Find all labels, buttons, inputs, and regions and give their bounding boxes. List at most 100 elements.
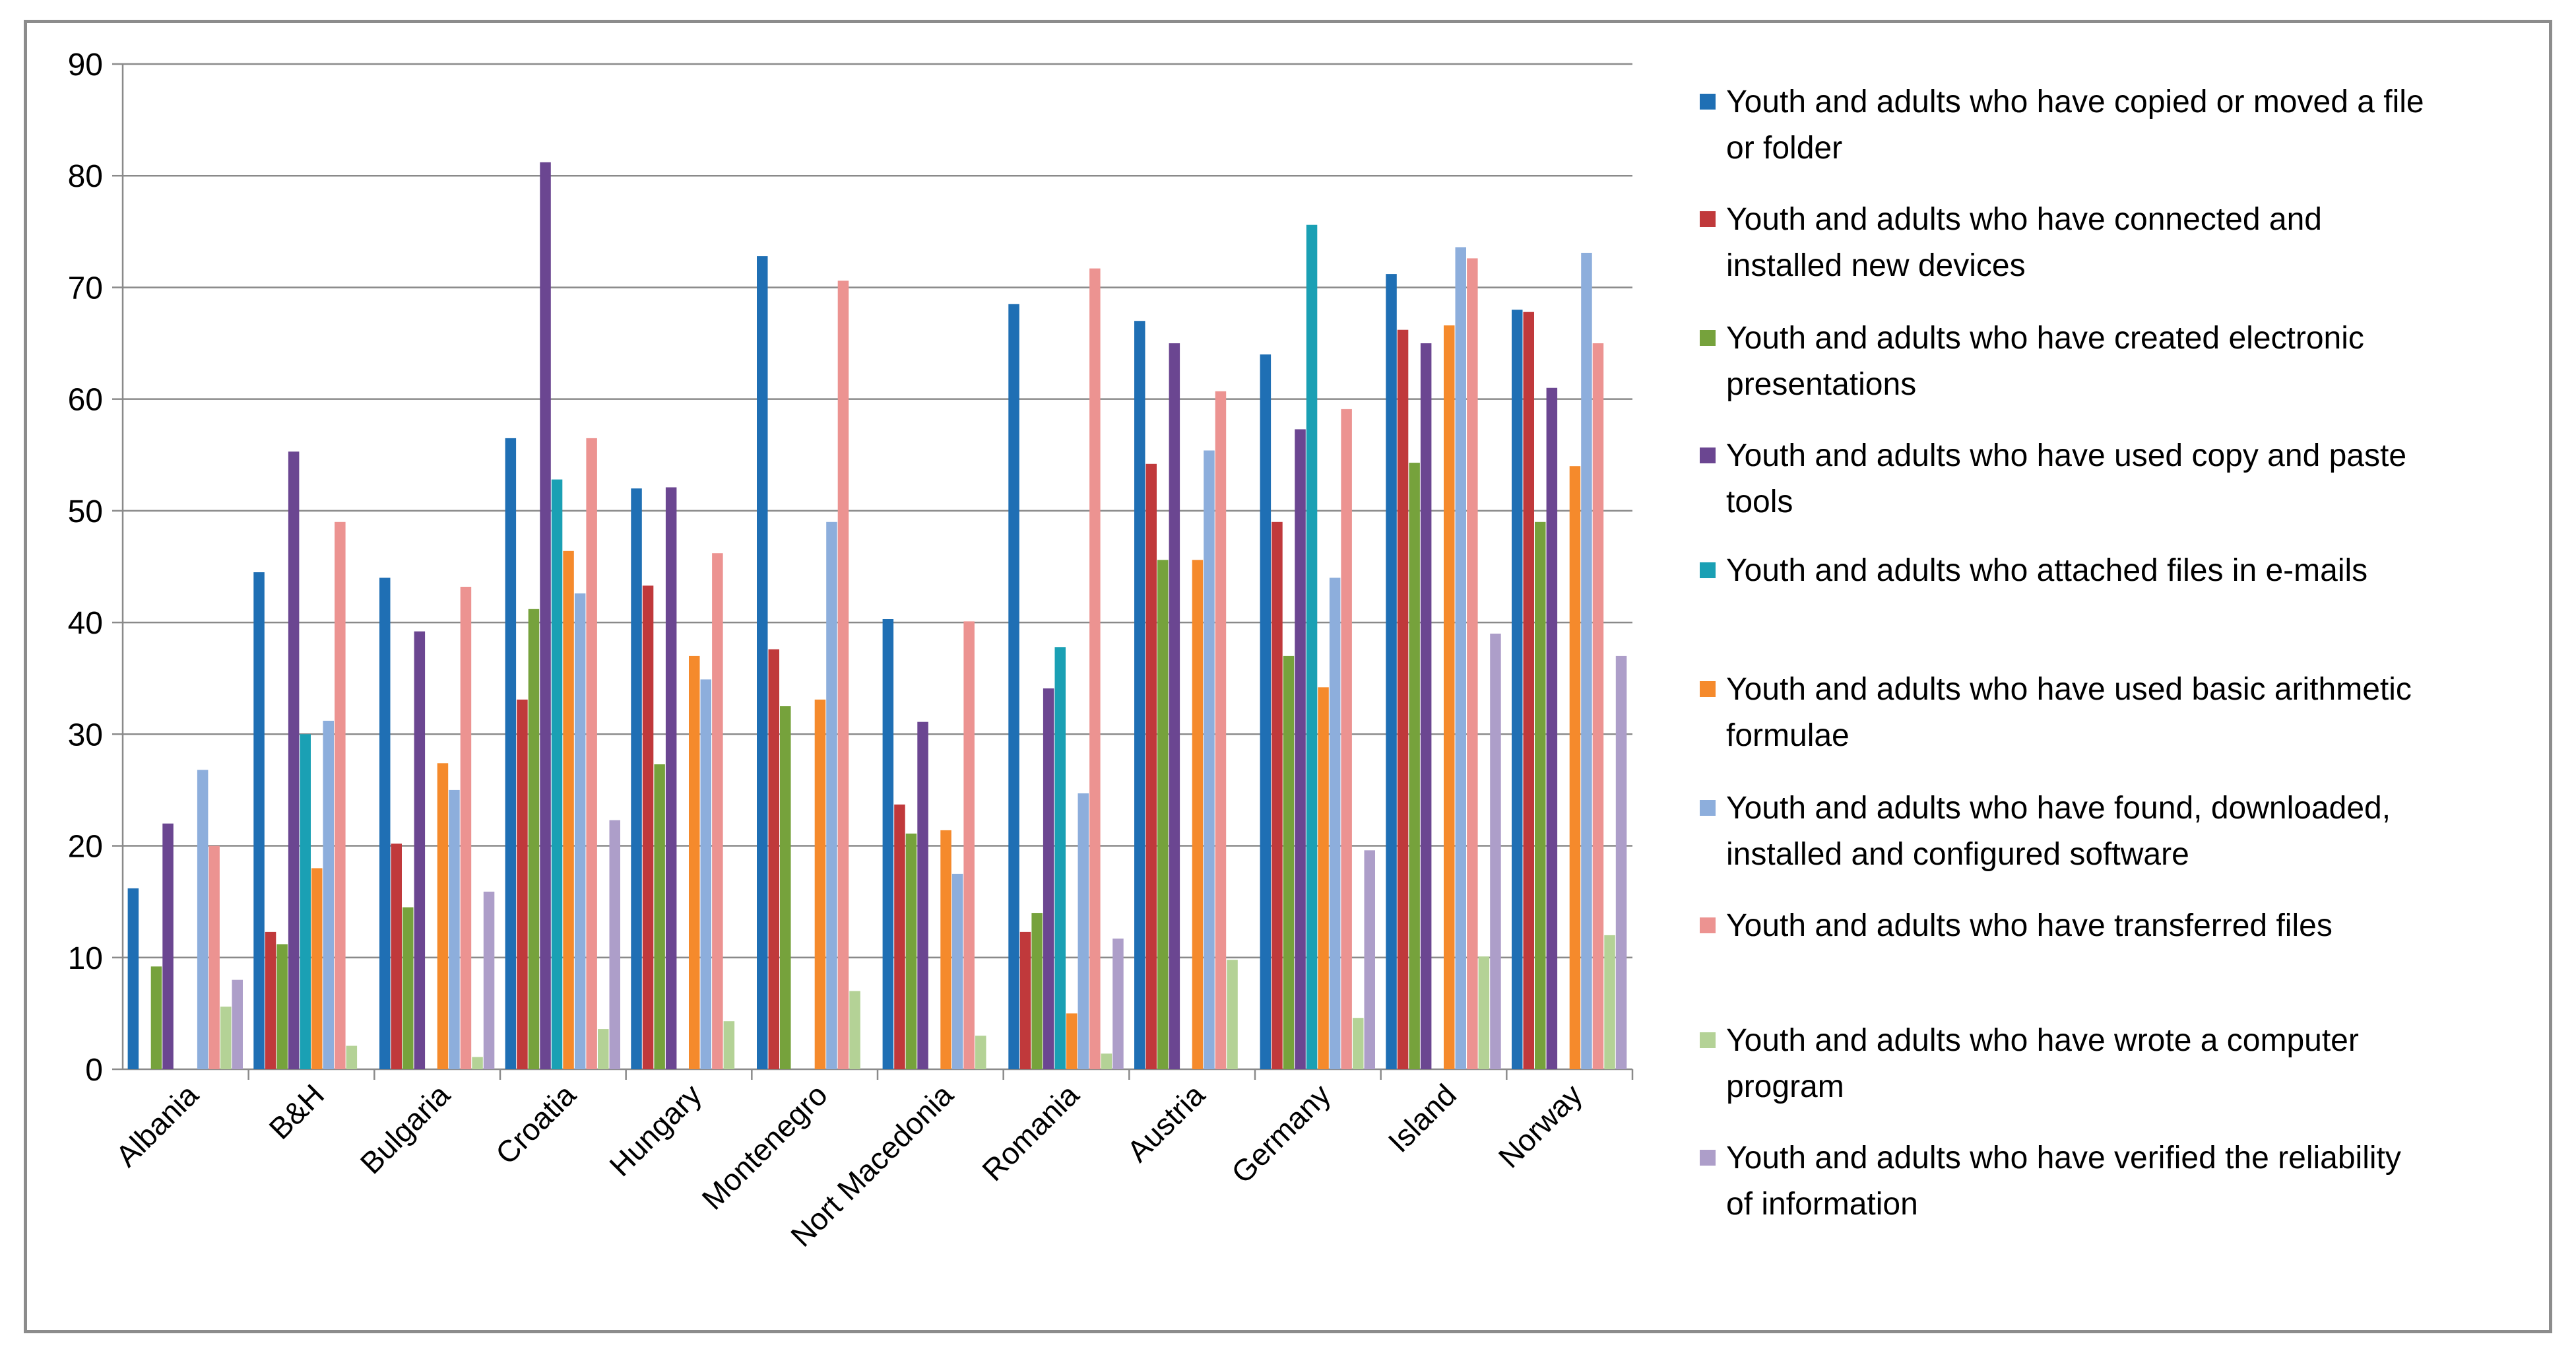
y-tick-label-60: 60 <box>68 383 103 418</box>
bar-croatia-s3 <box>540 162 551 1069</box>
bar-austria-s2 <box>1157 560 1169 1069</box>
bar-norway-s9 <box>1615 655 1627 1069</box>
legend-label-5-0: Youth and adults who have used basic ari… <box>1726 672 2412 707</box>
legend-swatch-3 <box>1700 447 1716 463</box>
bar-croatia-s2 <box>528 609 540 1069</box>
bar-romania-s2 <box>1031 913 1043 1069</box>
bar-croatia-s9 <box>609 820 620 1069</box>
bar-nort-macedonia-s7 <box>963 621 975 1069</box>
bar-hungary-s7 <box>712 553 723 1069</box>
bar-b-h-s8 <box>346 1045 358 1069</box>
bar-bulgaria-s8 <box>472 1057 483 1069</box>
bar-germany-s6 <box>1329 578 1341 1069</box>
bar-montenegro-s8 <box>849 991 860 1069</box>
bar-romania-s8 <box>1101 1053 1112 1069</box>
bar-b-h-s4 <box>300 734 311 1069</box>
bar-island-s6 <box>1455 247 1466 1069</box>
bar-austria-s0 <box>1134 321 1145 1070</box>
y-tick-label-50: 50 <box>68 494 103 529</box>
bar-norway-s0 <box>1512 310 1523 1069</box>
bar-hungary-s8 <box>723 1021 735 1069</box>
bar-norway-s1 <box>1523 312 1534 1070</box>
bar-island-s2 <box>1409 463 1420 1069</box>
legend-swatch-9 <box>1700 1150 1716 1166</box>
bar-island-s7 <box>1467 258 1478 1069</box>
bar-romania-s1 <box>1019 931 1031 1069</box>
bar-montenegro-s5 <box>814 699 826 1069</box>
bar-albania-s2 <box>150 966 162 1069</box>
bar-montenegro-s7 <box>837 281 849 1069</box>
bar-bulgaria-s9 <box>483 891 495 1069</box>
legend-label-9-1: of information <box>1726 1187 1918 1222</box>
x-tick-label-3: Croatia <box>489 1077 583 1171</box>
bar-croatia-s7 <box>586 438 597 1069</box>
x-tick-label-8: Austria <box>1120 1077 1211 1168</box>
bar-island-s3 <box>1420 343 1432 1069</box>
bar-austria-s8 <box>1227 960 1238 1069</box>
bar-nort-macedonia-s5 <box>940 830 951 1069</box>
legend-swatch-8 <box>1700 1032 1716 1048</box>
y-tick-label-20: 20 <box>68 830 103 865</box>
bar-albania-s8 <box>220 1007 232 1069</box>
bar-albania-s3 <box>162 823 174 1069</box>
y-tick-label-30: 30 <box>68 717 103 752</box>
bar-albania-s0 <box>127 888 139 1069</box>
bar-austria-s6 <box>1204 450 1215 1069</box>
bar-norway-s6 <box>1581 253 1592 1069</box>
bar-nort-macedonia-s8 <box>975 1036 986 1069</box>
x-tick-label-7: Romania <box>975 1077 1085 1187</box>
bar-croatia-s0 <box>505 438 517 1069</box>
bar-montenegro-s2 <box>780 706 791 1069</box>
y-tick-label-90: 90 <box>68 48 103 83</box>
bar-germany-s7 <box>1341 409 1352 1069</box>
y-tick-label-0: 0 <box>85 1053 103 1088</box>
x-tick-label-9: Germany <box>1225 1077 1337 1190</box>
bar-croatia-s4 <box>551 479 563 1069</box>
bar-romania-s5 <box>1066 1013 1078 1069</box>
y-tick-label-70: 70 <box>68 271 103 306</box>
legend-label-5-1: formulae <box>1726 718 1850 753</box>
bar-germany-s3 <box>1295 429 1306 1069</box>
bar-hungary-s6 <box>700 679 711 1069</box>
bar-hungary-s1 <box>642 585 654 1069</box>
x-tick-label-1: B&H <box>262 1077 331 1146</box>
legend-label-3-1: tools <box>1726 484 1793 519</box>
bar-bulgaria-s5 <box>437 763 449 1069</box>
bar-romania-s9 <box>1112 939 1124 1069</box>
bar-germany-s9 <box>1364 850 1375 1069</box>
bar-croatia-s5 <box>563 550 574 1069</box>
bar-nort-macedonia-s2 <box>905 833 917 1069</box>
legend-swatch-4 <box>1700 562 1716 578</box>
legend-swatch-2 <box>1700 330 1716 346</box>
bar-croatia-s8 <box>598 1029 609 1069</box>
legend-swatch-0 <box>1700 94 1716 110</box>
bar-norway-s7 <box>1592 343 1604 1069</box>
bar-b-h-s6 <box>323 721 334 1069</box>
legend-swatch-7 <box>1700 917 1716 933</box>
x-tick-label-10: Island <box>1382 1077 1464 1159</box>
bar-nort-macedonia-s0 <box>882 619 894 1069</box>
bar-austria-s5 <box>1192 560 1204 1069</box>
bar-croatia-s6 <box>574 593 586 1069</box>
legend-label-2-0: Youth and adults who have created electr… <box>1726 321 2364 356</box>
bar-b-h-s0 <box>253 572 265 1069</box>
y-tick-label-10: 10 <box>68 941 103 976</box>
bar-b-h-s1 <box>265 931 276 1069</box>
bar-bulgaria-s1 <box>391 844 402 1069</box>
legend: Youth and adults who have copied or move… <box>1700 84 2424 1222</box>
bar-albania-s7 <box>209 845 220 1069</box>
bar-island-s5 <box>1444 325 1455 1069</box>
bar-nort-macedonia-s3 <box>917 721 928 1069</box>
bar-bulgaria-s3 <box>414 631 426 1069</box>
x-tick-label-2: Bulgaria <box>354 1077 457 1180</box>
legend-label-6-0: Youth and adults who have found, downloa… <box>1726 791 2391 826</box>
y-tick-label-40: 40 <box>68 606 103 641</box>
legend-label-2-1: presentations <box>1726 367 1916 402</box>
bar-austria-s3 <box>1169 343 1180 1069</box>
bar-nort-macedonia-s6 <box>951 873 963 1069</box>
bar-island-s1 <box>1397 329 1409 1070</box>
bar-germany-s8 <box>1353 1018 1364 1069</box>
bar-b-h-s5 <box>311 868 323 1069</box>
legend-label-7-0: Youth and adults who have transferred fi… <box>1726 908 2333 943</box>
